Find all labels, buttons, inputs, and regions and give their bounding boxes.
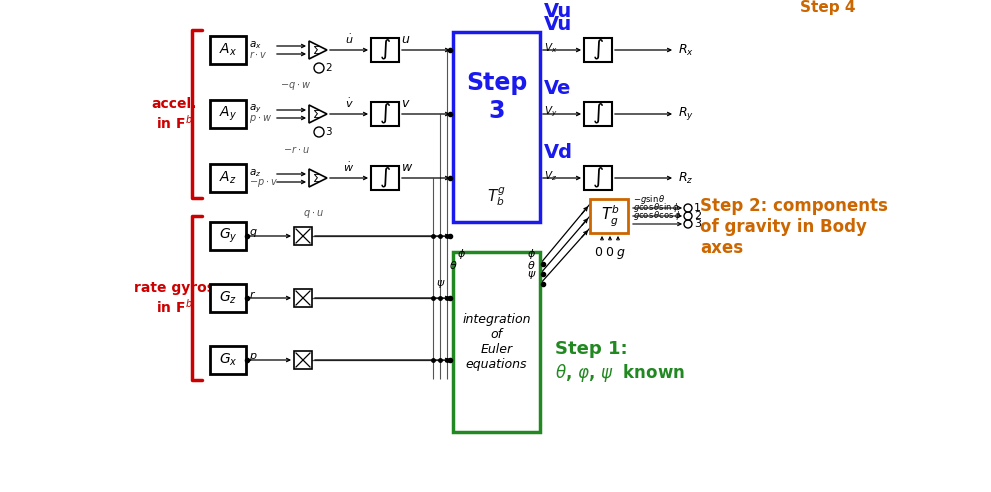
- Text: $G_z$: $G_z$: [219, 290, 237, 306]
- Text: $A_x$: $A_x$: [219, 42, 237, 58]
- Text: $A_z$: $A_z$: [219, 170, 237, 186]
- Text: $V_x$: $V_x$: [544, 41, 558, 55]
- Text: $0\;0\;g$: $0\;0\;g$: [594, 245, 626, 261]
- Text: $-r \cdot u$: $-r \cdot u$: [282, 144, 309, 155]
- Text: $\phi$: $\phi$: [457, 247, 466, 261]
- Bar: [294, 227, 312, 245]
- Text: $-q \cdot w$: $-q \cdot w$: [280, 80, 311, 92]
- Text: Vd: Vd: [544, 143, 573, 162]
- Text: rate gyros
in F$^b$: rate gyros in F$^b$: [134, 280, 214, 315]
- Bar: [453, 252, 540, 432]
- Text: 3: 3: [694, 219, 701, 229]
- Text: $G_y$: $G_y$: [219, 227, 237, 245]
- Text: $T_g^b$: $T_g^b$: [601, 204, 619, 229]
- Bar: [371, 166, 399, 190]
- Text: $\int$: $\int$: [592, 102, 604, 126]
- Text: $T_b^g$: $T_b^g$: [488, 185, 505, 208]
- Text: Ve: Ve: [544, 79, 572, 98]
- Text: $v$: $v$: [401, 97, 410, 110]
- Text: $\dot{u}$: $\dot{u}$: [345, 32, 353, 46]
- Bar: [584, 166, 612, 190]
- Text: $a_x$: $a_x$: [249, 39, 262, 51]
- Bar: [453, 32, 540, 222]
- Text: $a_y$: $a_y$: [249, 103, 262, 115]
- Text: $p$: $p$: [249, 351, 258, 363]
- Bar: [294, 351, 312, 369]
- Text: $\psi$: $\psi$: [436, 278, 446, 290]
- Text: $\dot{v}$: $\dot{v}$: [345, 97, 354, 110]
- Text: $\Sigma$: $\Sigma$: [312, 172, 320, 184]
- Text: $G_x$: $G_x$: [219, 352, 237, 368]
- Text: $\int$: $\int$: [379, 166, 391, 190]
- Text: Step 1:: Step 1:: [555, 340, 627, 358]
- Text: $r$: $r$: [249, 289, 256, 301]
- Bar: [210, 346, 246, 374]
- Text: $\theta$, $\varphi$, $\psi$  known: $\theta$, $\varphi$, $\psi$ known: [555, 362, 685, 384]
- Bar: [210, 164, 246, 192]
- Text: $R_x$: $R_x$: [678, 42, 694, 58]
- Text: $q \cdot u$: $q \cdot u$: [302, 208, 323, 220]
- Text: $\theta$: $\theta$: [449, 259, 458, 271]
- Text: $R_y$: $R_y$: [678, 105, 694, 123]
- Text: $p \cdot w$: $p \cdot w$: [249, 113, 273, 125]
- Text: 1: 1: [694, 203, 701, 213]
- Text: $\Sigma$: $\Sigma$: [312, 44, 320, 56]
- Bar: [210, 100, 246, 128]
- Text: $g\cos\theta\cos\phi$: $g\cos\theta\cos\phi$: [633, 210, 682, 222]
- Text: $A_y$: $A_y$: [219, 105, 237, 123]
- Bar: [210, 284, 246, 312]
- Text: Vu: Vu: [544, 2, 572, 21]
- Text: $-p \cdot v$: $-p \cdot v$: [249, 177, 278, 189]
- Text: $\int$: $\int$: [592, 38, 604, 62]
- Bar: [371, 102, 399, 126]
- Text: $\Sigma$: $\Sigma$: [312, 108, 320, 120]
- Text: $\int$: $\int$: [379, 38, 391, 62]
- Bar: [210, 36, 246, 64]
- Text: 2: 2: [325, 63, 332, 73]
- Text: $\phi$: $\phi$: [527, 247, 536, 261]
- Text: $g\cos\theta\sin\phi$: $g\cos\theta\sin\phi$: [633, 202, 680, 215]
- Text: $-g\sin\theta$: $-g\sin\theta$: [633, 193, 666, 207]
- Text: $q$: $q$: [249, 227, 258, 239]
- Bar: [590, 199, 628, 233]
- Text: 3: 3: [325, 127, 332, 137]
- Text: Step 4: Step 4: [800, 0, 855, 15]
- Text: $u$: $u$: [401, 33, 410, 46]
- Text: $r \cdot v$: $r \cdot v$: [249, 50, 268, 61]
- Text: $\theta$: $\theta$: [527, 259, 535, 271]
- Text: $R_z$: $R_z$: [678, 170, 694, 185]
- Bar: [584, 38, 612, 62]
- Text: $V_y$: $V_y$: [544, 105, 558, 119]
- Bar: [210, 222, 246, 250]
- Text: Vu: Vu: [544, 15, 572, 34]
- Text: integration
of
Euler
equations: integration of Euler equations: [462, 313, 531, 371]
- Text: accel.
in F$^b$: accel. in F$^b$: [152, 96, 196, 131]
- Text: $V_z$: $V_z$: [544, 169, 557, 183]
- Bar: [294, 289, 312, 307]
- Text: 2: 2: [694, 211, 701, 221]
- Text: $\dot{w}$: $\dot{w}$: [344, 161, 355, 174]
- Text: $\psi$: $\psi$: [527, 269, 536, 281]
- Text: $\int$: $\int$: [592, 166, 604, 190]
- Bar: [371, 38, 399, 62]
- Text: Step 2: components
of gravity in Body
axes: Step 2: components of gravity in Body ax…: [700, 197, 888, 257]
- Text: $\int$: $\int$: [379, 102, 391, 126]
- Text: $w$: $w$: [401, 161, 413, 174]
- Text: Step
3: Step 3: [466, 71, 527, 123]
- Text: $a_z$: $a_z$: [249, 167, 262, 179]
- Bar: [584, 102, 612, 126]
